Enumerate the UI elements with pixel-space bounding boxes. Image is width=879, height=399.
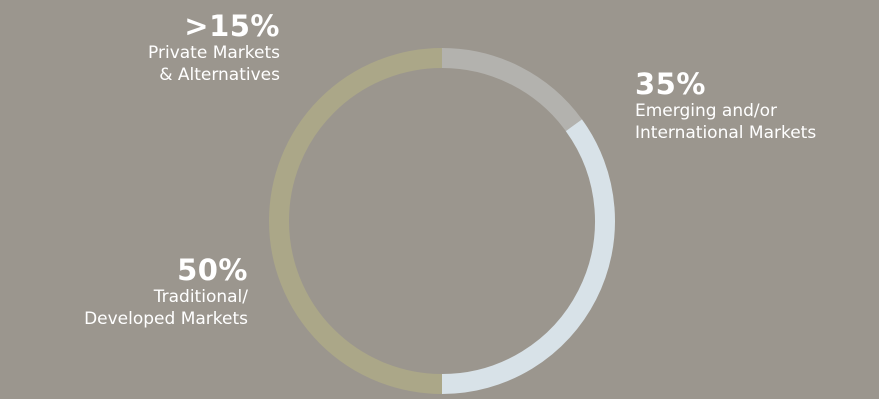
traditional-markets-percent: 50%: [177, 253, 248, 287]
emerging-markets-desc: Emerging and/or International Markets: [635, 100, 816, 144]
private-markets-percent: >15%: [184, 9, 280, 43]
donut-slice-0: [441, 48, 582, 132]
donut-slice-1: [441, 119, 615, 394]
emerging-markets-percent: 35%: [635, 67, 706, 101]
private-markets-desc: Private Markets & Alternatives: [148, 42, 280, 86]
traditional-markets-desc: Traditional/ Developed Markets: [84, 286, 248, 330]
label-private-markets: >15% Private Markets & Alternatives: [148, 10, 280, 86]
label-traditional-markets: 50% Traditional/ Developed Markets: [84, 254, 248, 330]
private-markets-desc-line1: Private Markets: [148, 43, 280, 63]
label-emerging-markets: 35% Emerging and/or International Market…: [635, 68, 816, 144]
traditional-markets-desc-line1: Traditional/: [153, 287, 248, 307]
emerging-markets-desc-line2: International Markets: [635, 123, 817, 143]
traditional-markets-desc-line2: Developed Markets: [84, 309, 248, 329]
emerging-markets-desc-line1: Emerging and/or: [635, 101, 778, 121]
private-markets-desc-line2: & Alternatives: [159, 65, 280, 85]
donut-slice-2: [269, 48, 443, 394]
